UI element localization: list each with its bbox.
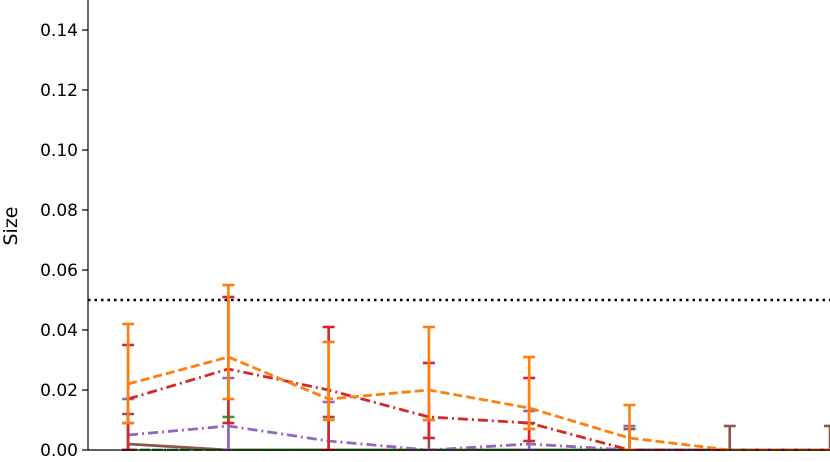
y-tick-label: 0.06 (40, 261, 78, 281)
series-line (127, 367, 830, 451)
y-tick-label: 0.10 (40, 141, 78, 161)
y-tick-label: 0.08 (40, 201, 78, 221)
series-line (127, 355, 830, 451)
y-axis-label: Size (0, 206, 22, 245)
y-tick-label: 0.00 (40, 441, 78, 461)
plot-area (88, 283, 830, 451)
y-tick-label: 0.14 (40, 21, 78, 41)
y-tick-label: 0.02 (40, 381, 78, 401)
y-axis-ticks: 0.00 0.02 0.04 0.06 0.08 0.10 0.12 0.14 (40, 21, 88, 461)
y-tick-label: 0.12 (40, 81, 78, 101)
series-line (127, 424, 830, 451)
y-tick-label: 0.04 (40, 321, 78, 341)
